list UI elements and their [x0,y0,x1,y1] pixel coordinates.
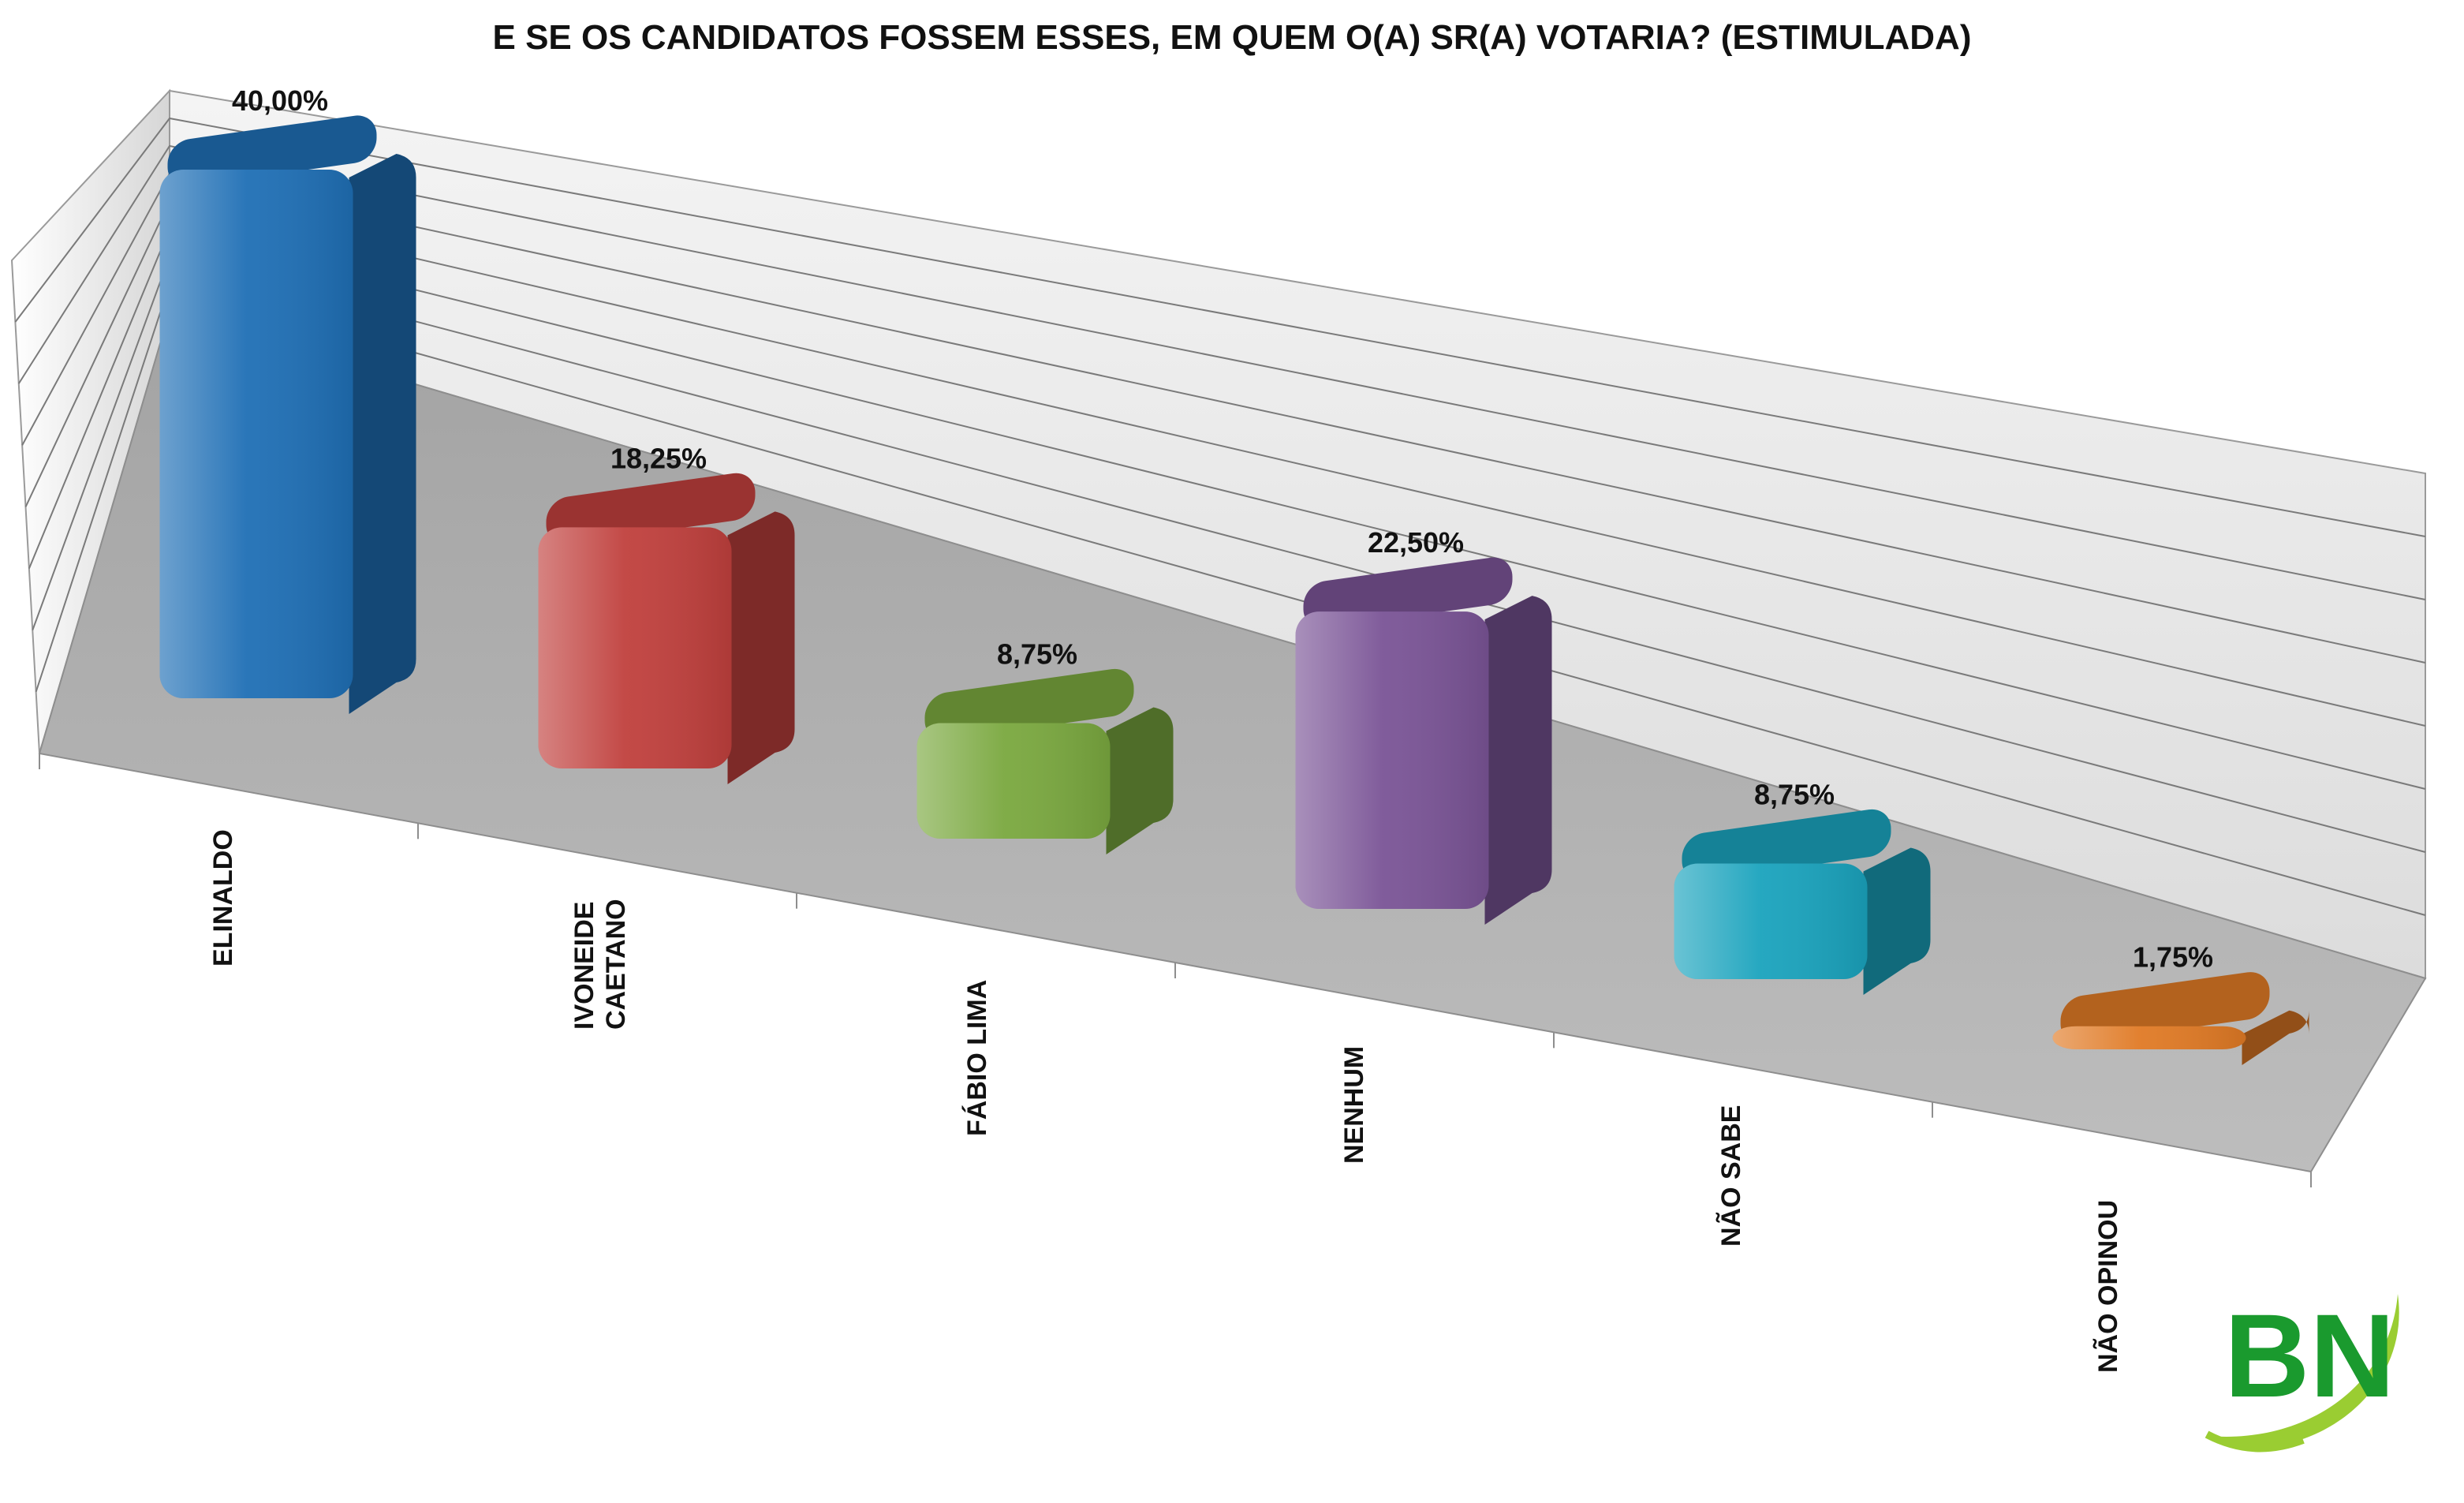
value-label: 18,25% [610,442,707,474]
bar-side [1106,707,1174,854]
bar-gloss [1674,863,1868,979]
bar-gloss [2052,1026,2246,1049]
category-label: FÁBIO LIMA [962,980,992,1136]
category-label-line: ELINALDO [208,829,238,966]
bn-logo: BN [2205,1289,2399,1453]
category-label-line: NENHUM [1339,1046,1369,1164]
bar-top [546,473,756,544]
axis-ticks [39,753,2312,1187]
category-label-line: CAETANO [601,899,631,1030]
bar-side [1484,596,1552,925]
bar [159,115,416,714]
category-labels: ELINALDO IVONEIDECAETANO FÁBIO LIMA NENHUM N… [208,829,2123,1373]
bar-gloss [1295,611,1489,909]
category-label-line: NÃO SABE [1716,1105,1746,1247]
logo-swoosh-tail [2205,1430,2305,1453]
chart-title: E SE OS CANDIDATOS FOSSEM ESSES, EM QUEM… [493,18,1972,57]
bar [2052,972,2309,1065]
bar-gloss [538,527,732,768]
category-label-line: FÁBIO LIMA [962,980,992,1136]
bar [917,668,1174,854]
bar-side [1863,847,1931,995]
value-label: 8,75% [1754,778,1835,810]
category-label-line: NÃO OPINOU [2093,1200,2123,1373]
category-label: NÃO SABE [1716,1105,1746,1247]
bar-top [924,668,1134,740]
gridline [17,144,2426,600]
category-label: ELINALDO [208,829,238,966]
logo-text: BN [2224,1289,2395,1422]
bars [159,115,2309,1065]
bar [1295,557,1552,925]
bar-top [2060,972,2270,1044]
bar-top [1682,809,1891,880]
value-label: 40,00% [232,84,328,117]
bar-side [2242,1010,2309,1065]
bar [1674,809,1931,995]
bar-side [349,154,416,714]
bar-top [167,115,377,187]
value-label: 22,50% [1368,526,1464,559]
category-label: NÃO OPINOU [2093,1200,2123,1373]
bar-top [1303,557,1513,629]
bar-gloss [159,170,353,698]
gridline [14,117,2426,537]
value-label: 8,75% [997,637,1077,670]
category-label: NENHUM [1339,1046,1369,1164]
logo-swoosh [2208,1294,2399,1447]
bar [538,473,795,784]
category-label-line: IVONEIDE [569,902,599,1030]
category-label: IVONEIDECAETANO [569,899,631,1030]
bar-side [727,511,795,784]
value-label: 1,75% [2133,941,2213,974]
bar-gloss [917,723,1111,839]
value-labels: 40,00% 18,25% 8,75% 22,50% 8,75% 1,75% [232,84,2213,974]
